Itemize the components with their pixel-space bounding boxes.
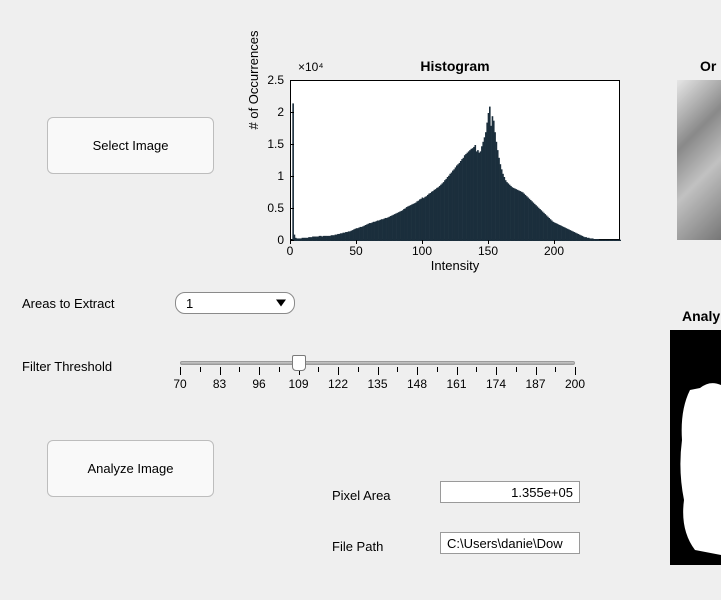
- original-title: Or: [700, 58, 716, 74]
- histogram-xtick-label: 0: [275, 244, 305, 258]
- slider-tick-label: 109: [287, 377, 311, 391]
- file-path-label: File Path: [332, 539, 383, 554]
- slider-tick-label: 70: [168, 377, 192, 391]
- histogram-xtick-label: 100: [407, 244, 437, 258]
- original-image-preview: [677, 80, 721, 240]
- histogram-plot-area: [290, 80, 620, 240]
- histogram-xlabel: Intensity: [290, 258, 620, 273]
- slider-tick-label: 96: [247, 377, 271, 391]
- slider-tick-label: 83: [208, 377, 232, 391]
- histogram-title: Histogram: [290, 58, 620, 74]
- analyzed-title: Analy: [682, 308, 720, 324]
- areas-to-extract-label: Areas to Extract: [22, 296, 114, 311]
- areas-to-extract-value: 1: [186, 296, 193, 311]
- slider-tick-label: 122: [326, 377, 350, 391]
- histogram-ylabel: # of Occurrences: [246, 0, 261, 160]
- histogram-xtick-label: 200: [539, 244, 569, 258]
- file-path-field[interactable]: C:\Users\danie\Dow: [440, 532, 580, 554]
- slider-tick-label: 135: [366, 377, 390, 391]
- analyze-image-label: Analyze Image: [88, 461, 174, 476]
- slider-thumb[interactable]: [292, 355, 306, 371]
- pixel-area-label: Pixel Area: [332, 488, 391, 503]
- histogram-ytick-label: 2: [260, 105, 284, 119]
- slider-track[interactable]: [180, 361, 575, 365]
- select-image-button[interactable]: Select Image: [47, 117, 214, 174]
- slider-tick-label: 187: [524, 377, 548, 391]
- histogram-xtick-label: 50: [341, 244, 371, 258]
- slider-tick-label: 200: [563, 377, 587, 391]
- areas-to-extract-select[interactable]: 1: [175, 292, 295, 314]
- slider-tick-label: 174: [484, 377, 508, 391]
- histogram-exponent: ×10⁴: [298, 60, 324, 74]
- slider-tick-label: 148: [405, 377, 429, 391]
- analyzed-image-preview: [670, 330, 721, 565]
- pixel-area-field[interactable]: 1.355e+05: [440, 481, 580, 503]
- histogram-ytick-label: 1.5: [260, 137, 284, 151]
- histogram-xtick-label: 150: [473, 244, 503, 258]
- file-path-value: C:\Users\danie\Dow: [447, 536, 563, 551]
- histogram-ytick-label: 0.5: [260, 201, 284, 215]
- chevron-down-icon: [276, 300, 286, 307]
- select-image-label: Select Image: [93, 138, 169, 153]
- pixel-area-value: 1.355e+05: [511, 485, 573, 500]
- histogram-ytick-label: 2.5: [260, 73, 284, 87]
- slider-tick-label: 161: [445, 377, 469, 391]
- histogram-ytick-label: 1: [260, 169, 284, 183]
- analyze-image-button[interactable]: Analyze Image: [47, 440, 214, 497]
- filter-threshold-label: Filter Threshold: [22, 359, 112, 374]
